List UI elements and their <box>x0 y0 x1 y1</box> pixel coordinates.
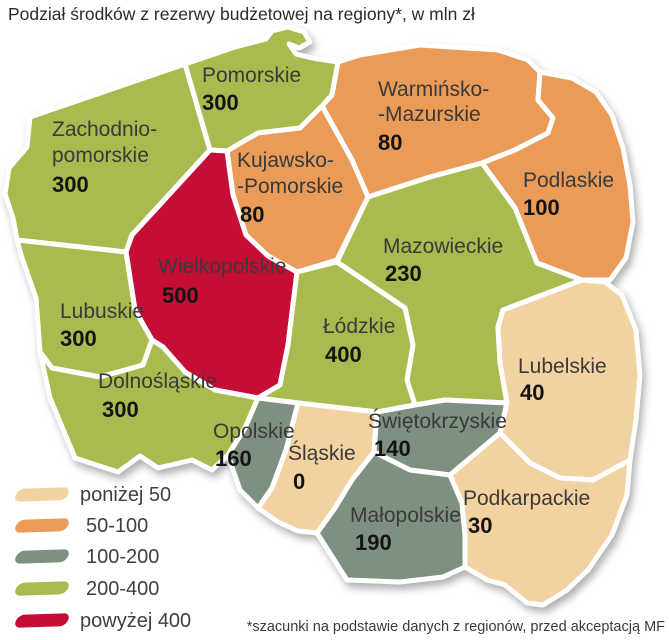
legend-label: powyżej 400 <box>80 610 192 632</box>
label-warminsko-mazurskie: Warmińsko- <box>378 78 489 101</box>
label-opolskie: Opolskie <box>213 420 295 443</box>
label-lubelskie: Lubelskie <box>518 355 607 378</box>
label-zachodniopomorskie-2: pomorskie <box>52 144 149 167</box>
label-mazowieckie: Mazowieckie <box>383 235 503 258</box>
label-podkarpackie: Podkarpackie <box>463 487 590 510</box>
value-swietokrzyskie: 140 <box>374 436 411 461</box>
label-dolnoslaskie: Dolnośląskie <box>98 370 217 393</box>
legend-swatch-50-100 <box>13 518 71 533</box>
value-podlaskie: 100 <box>523 195 560 220</box>
region-podkarpackie <box>447 430 633 608</box>
value-mazowieckie: 230 <box>385 261 422 286</box>
value-warminsko-mazurskie: 80 <box>378 130 402 155</box>
value-malopolskie: 190 <box>355 530 392 555</box>
value-podkarpackie: 30 <box>468 513 492 538</box>
legend-label: 100-200 <box>86 546 160 568</box>
label-warminsko-mazurskie-2: -Mazurskie <box>378 103 481 126</box>
value-wielkopolskie: 500 <box>162 283 199 308</box>
legend-swatch-100-200 <box>13 549 71 564</box>
page-title: Podział środków z rezerwy budżetowej na … <box>8 4 475 24</box>
legend-swatch-below-50 <box>13 487 71 502</box>
value-pomorskie: 300 <box>202 90 239 115</box>
label-lodzkie: Łódzkie <box>323 315 395 338</box>
value-lubelskie: 40 <box>520 380 544 405</box>
value-opolskie: 160 <box>215 446 252 471</box>
value-kujawsko-pomorskie: 80 <box>240 202 264 227</box>
value-zachodniopomorskie: 300 <box>52 172 89 197</box>
legend-swatch-above-400 <box>13 613 71 628</box>
label-pomorskie: Pomorskie <box>202 64 301 87</box>
map-landmass <box>2 24 643 608</box>
footnote: *szacunki na podstawie danych z regionów… <box>246 619 665 635</box>
label-podlaskie: Podlaskie <box>523 169 614 192</box>
region-labels: Zachodnio- pomorskie 300 Pomorskie 300 W… <box>52 64 614 555</box>
label-kujawsko-pomorskie: Kujawsko- <box>237 149 334 172</box>
label-malopolskie: Małopolskie <box>350 504 461 527</box>
label-swietokrzyskie: Świętokrzyskie <box>368 409 507 433</box>
label-lubuskie: Lubuskie <box>60 300 144 323</box>
legend-label: poniżej 50 <box>80 484 172 506</box>
legend-label: 200-400 <box>86 578 160 600</box>
value-dolnoslaskie: 300 <box>102 397 139 422</box>
value-lubuskie: 300 <box>60 326 97 351</box>
label-zachodniopomorskie: Zachodnio- <box>52 118 157 141</box>
legend-label: 50-100 <box>86 515 149 537</box>
label-kujawsko-pomorskie-2: -Pomorskie <box>237 175 343 198</box>
value-lodzkie: 400 <box>325 342 362 367</box>
label-wielkopolskie: Wielkopolskie <box>158 255 286 278</box>
legend-swatch-200-400 <box>13 581 71 596</box>
label-slaskie: Śląskie <box>288 441 356 465</box>
value-slaskie: 0 <box>293 469 305 494</box>
